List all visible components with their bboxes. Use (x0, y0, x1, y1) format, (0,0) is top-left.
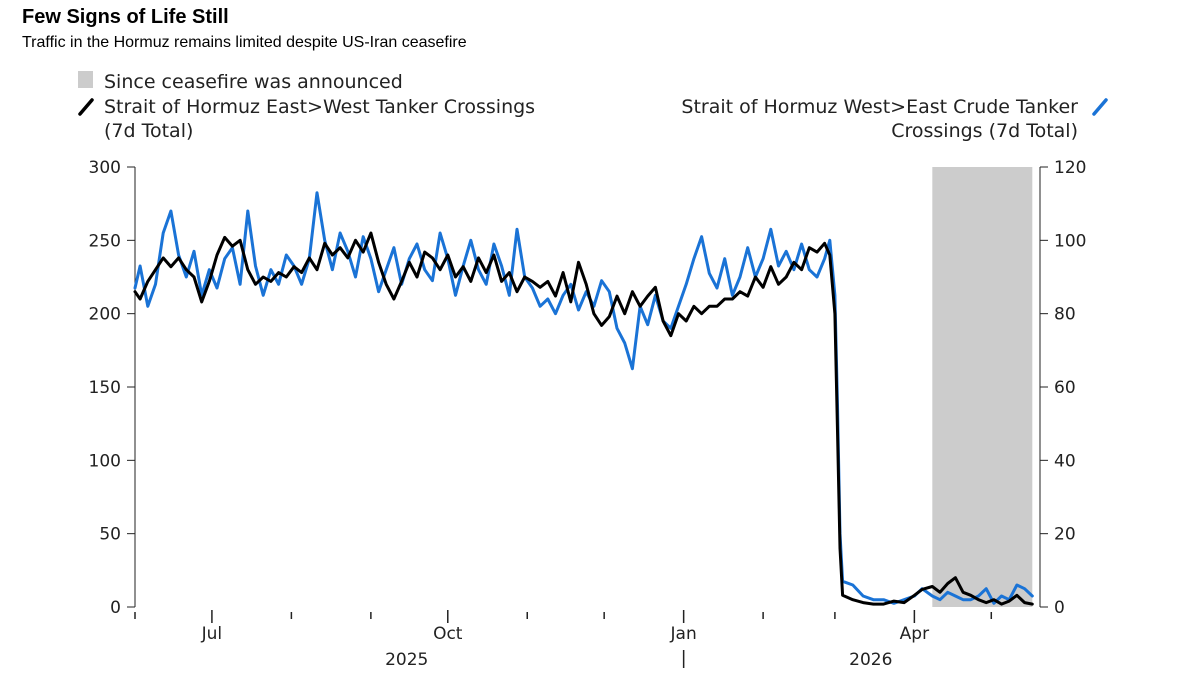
legend-right-series-swatch (1092, 98, 1108, 116)
legend-left-series-swatch (78, 98, 94, 116)
legend-shade-label: Since ceasefire was announced (104, 71, 403, 93)
y-left-tick-label: 0 (110, 598, 121, 618)
y-right-tick-label: 100 (1054, 231, 1086, 251)
legend-right-series-label-line2: Crossings (7d Total) (891, 120, 1078, 142)
legend-left-series-label-line2: (7d Total) (104, 120, 193, 142)
legend-right-series-label-line1: Strait of Hormuz West>East Crude Tanker (681, 96, 1078, 118)
legend-shade-swatch (78, 71, 93, 88)
x-year-label: 2026 (849, 650, 892, 670)
x-tick-label: Jan (670, 624, 697, 644)
x-tick-label: Jul (201, 624, 223, 644)
y-right-tick-label: 0 (1054, 598, 1065, 618)
y-right-tick-label: 60 (1054, 378, 1076, 398)
y-left-tick-label: 300 (89, 158, 121, 178)
legend-left-series-label-line1: Strait of Hormuz East>West Tanker Crossi… (104, 96, 535, 118)
x-tick-label: Oct (433, 624, 463, 644)
y-left-tick-label: 150 (89, 378, 121, 398)
y-right-tick-label: 80 (1054, 305, 1076, 325)
legend: Since ceasefire was announced Strait of … (78, 71, 1108, 142)
chart-subtitle: Traffic in the Hormuz remains limited de… (22, 34, 467, 51)
y-right-tick-label: 40 (1054, 451, 1076, 471)
y-right-tick-label: 20 (1054, 525, 1076, 545)
x-tick-label: Apr (900, 624, 929, 644)
y-left-tick-label: 50 (99, 525, 121, 545)
y-right-tick-label: 120 (1054, 158, 1086, 178)
y-left-tick-label: 250 (89, 231, 121, 251)
x-year-label: 2025 (385, 650, 428, 670)
ceasefire-shaded-region (932, 167, 1033, 607)
series-line-east-west (133, 231, 1034, 606)
y-left-tick-label: 100 (89, 451, 121, 471)
chart-title: Few Signs of Life Still (22, 6, 229, 28)
y-left-tick-label: 200 (89, 305, 121, 325)
series-line-west-east (133, 191, 1034, 605)
